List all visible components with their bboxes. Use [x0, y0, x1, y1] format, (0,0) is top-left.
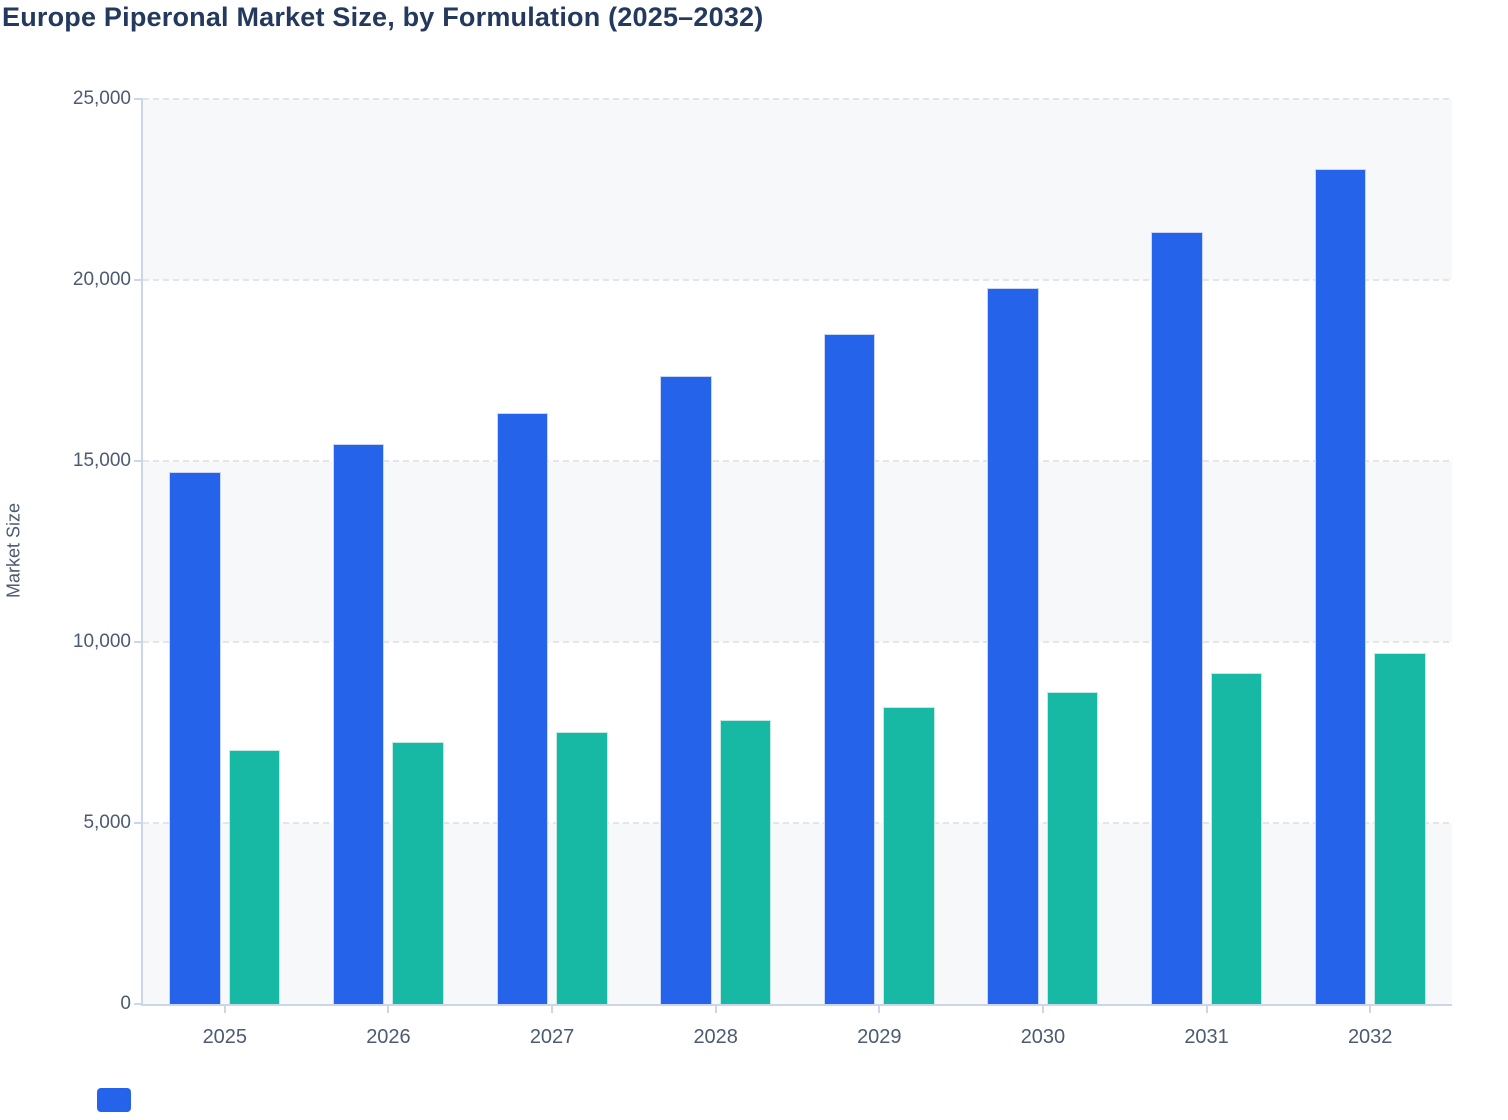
x-tick-label-2032: 2032 — [1347, 1026, 1393, 1048]
gridline-25000 — [143, 98, 1452, 100]
bar-teal-2030 — [1046, 691, 1099, 1004]
chart-title: Europe Piperonal Market Size, by Formula… — [2, 2, 764, 32]
bar-blue-2030 — [987, 287, 1039, 1004]
x-tick-mark-2026 — [387, 1004, 390, 1013]
x-tick-label-2027: 2027 — [529, 1026, 575, 1048]
y-tick-mark — [134, 1003, 143, 1005]
bar-teal-2026 — [392, 741, 444, 1004]
y-tick-label-20,000: 20,000 — [72, 269, 131, 290]
y-tick-label-10,000: 10,000 — [72, 631, 131, 652]
x-tick-label-2025: 2025 — [202, 1026, 248, 1048]
bar-blue-2028 — [660, 376, 712, 1004]
x-tick-label-2026: 2026 — [366, 1026, 411, 1048]
y-tick-mark — [134, 822, 143, 824]
x-tick-mark-2029 — [878, 1004, 881, 1013]
bar-teal-2028 — [719, 719, 772, 1004]
bar-blue-2027 — [496, 412, 549, 1004]
y-tick-label-15,000: 15,000 — [72, 450, 131, 471]
bar-blue-2029 — [823, 333, 876, 1004]
gridline-15000 — [143, 460, 1452, 462]
x-tick-mark-2030 — [1041, 1004, 1044, 1013]
bar-blue-2025 — [169, 471, 221, 1004]
x-tick-label-2028: 2028 — [693, 1026, 738, 1048]
gridline-20000 — [143, 279, 1452, 281]
x-tick-mark-2031 — [1205, 1004, 1208, 1013]
plot-band-20000-25000 — [143, 99, 1452, 280]
y-tick-label-0: 0 — [120, 993, 131, 1014]
x-tick-mark-2027 — [551, 1004, 554, 1013]
y-tick-label-25,000: 25,000 — [72, 88, 131, 109]
bar-teal-2025 — [228, 749, 281, 1004]
bar-teal-2032 — [1374, 653, 1426, 1004]
x-tick-label-2031: 2031 — [1184, 1026, 1229, 1048]
x-axis-line — [141, 1004, 1452, 1006]
x-tick-label-2030: 2030 — [1020, 1026, 1066, 1048]
y-tick-mark — [134, 641, 143, 643]
y-tick-label-5,000: 5,000 — [83, 812, 131, 833]
gridline-10000 — [143, 641, 1452, 643]
legend-swatch-blue[interactable] — [97, 1088, 131, 1112]
x-tick-mark-2032 — [1369, 1004, 1372, 1013]
bar-blue-2031 — [1151, 232, 1203, 1004]
y-axis-line — [141, 99, 143, 1006]
bar-blue-2026 — [332, 443, 385, 1004]
y-tick-mark — [134, 98, 143, 100]
gridline-5000 — [143, 822, 1452, 824]
y-axis-title: Market Size — [3, 502, 24, 599]
bar-teal-2031 — [1210, 673, 1263, 1004]
bar-blue-2032 — [1314, 169, 1367, 1004]
x-tick-mark-2028 — [714, 1004, 717, 1013]
y-tick-mark — [134, 460, 143, 462]
bar-teal-2027 — [556, 731, 608, 1004]
x-tick-label-2029: 2029 — [857, 1026, 902, 1048]
bar-teal-2029 — [883, 706, 935, 1004]
y-tick-mark — [134, 279, 143, 281]
x-tick-mark-2025 — [223, 1004, 226, 1013]
